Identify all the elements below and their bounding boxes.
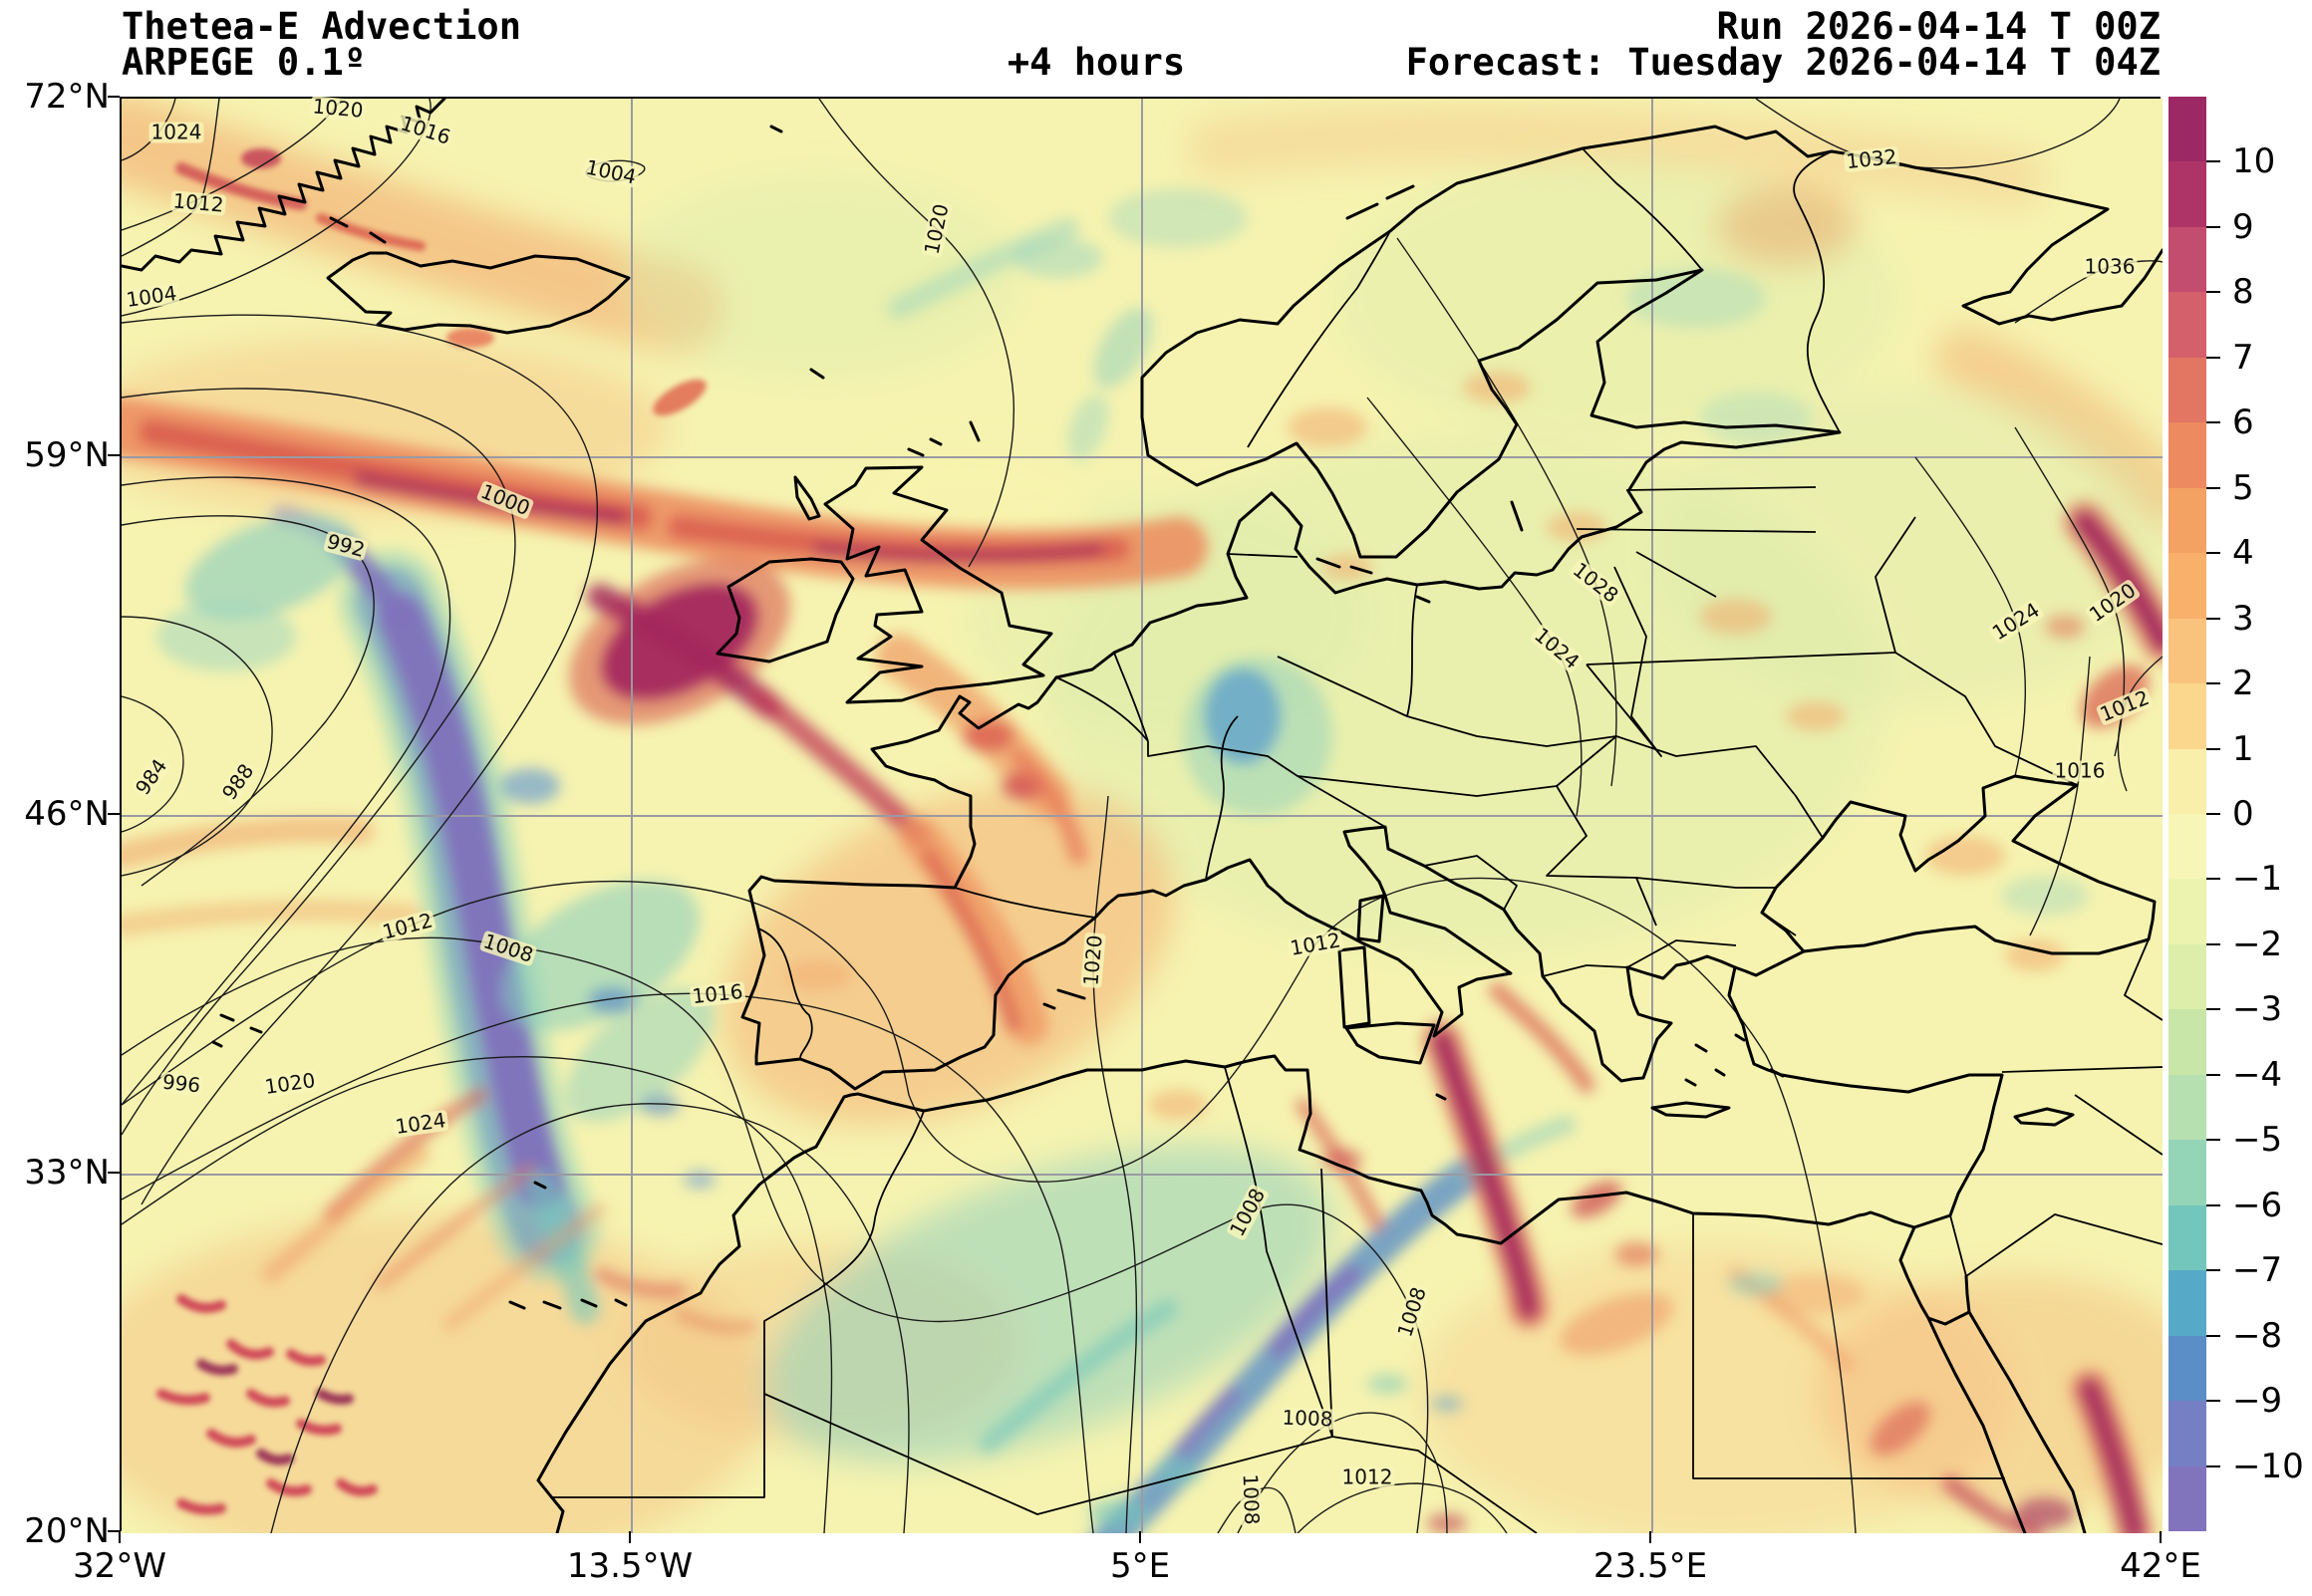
- lon-tick-mark: [119, 1531, 121, 1543]
- colorbar-tick-label: −9: [2232, 1381, 2283, 1422]
- colorbar-segment: [2168, 1465, 2206, 1531]
- colorbar-tick-label: −1: [2232, 859, 2283, 900]
- colorbar-tick-label: −4: [2232, 1054, 2283, 1095]
- colorbar-segment: [2168, 553, 2206, 619]
- colorbar-tick-label: 4: [2232, 533, 2254, 574]
- colorbar-tick-label: −6: [2232, 1185, 2283, 1225]
- chart-title: Thetea-E Advection: [122, 5, 521, 48]
- lon-tick-mark: [1139, 1531, 1141, 1543]
- colorbar-tick-mark: [2206, 291, 2220, 294]
- colorbar-gradient: [2168, 97, 2206, 1531]
- colorbar-segment: [2168, 1009, 2206, 1075]
- colorbar-segment: [2168, 422, 2206, 488]
- colorbar-tick-mark: [2206, 1334, 2220, 1337]
- colorbar-segment: [2168, 97, 2206, 162]
- colorbar-tick-mark: [2206, 421, 2220, 424]
- lat-tick-mark: [108, 454, 120, 456]
- lon-tick-mark: [629, 1531, 631, 1543]
- colorbar-tick-mark: [2206, 160, 2220, 163]
- colorbar-tick-label: −3: [2232, 989, 2283, 1030]
- colorbar-segment: [2168, 161, 2206, 227]
- colorbar-segment: [2168, 1401, 2206, 1466]
- colorbar-tick-label: 3: [2232, 598, 2254, 639]
- colorbar-tick-label: −5: [2232, 1120, 2283, 1161]
- forecast-label: Forecast: Tuesday 2026-04-14 T 04Z: [1405, 41, 2161, 84]
- lon-tick-label: 5°E: [1109, 1546, 1171, 1586]
- colorbar-segment: [2168, 487, 2206, 554]
- lon-tick-mark: [1649, 1531, 1651, 1543]
- lead-time-label: +4 hours: [1007, 41, 1186, 84]
- colorbar-tick-mark: [2206, 942, 2220, 945]
- field-fine-detail: [156, 148, 707, 1515]
- colorbar-segment: [2168, 1074, 2206, 1141]
- colorbar-tick-mark: [2206, 1008, 2220, 1011]
- colorbar-segment: [2168, 813, 2206, 880]
- lat-tick-mark: [108, 1530, 120, 1532]
- colorbar-tick-mark: [2206, 1073, 2220, 1076]
- colorbar-tick-mark: [2206, 1203, 2220, 1206]
- colorbar-tick-mark: [2206, 682, 2220, 685]
- colorbar-tick-mark: [2206, 1269, 2220, 1272]
- colorbar-tick-label: 0: [2232, 794, 2254, 834]
- lat-tick-label: 59°N: [24, 435, 110, 475]
- lat-tick-label: 46°N: [24, 794, 110, 834]
- colorbar-segment: [2168, 683, 2206, 749]
- colorbar-tick-label: 1: [2232, 728, 2254, 769]
- colorbar-tick-mark: [2206, 552, 2220, 555]
- colorbar-tick-label: 9: [2232, 206, 2254, 247]
- map-plot-area: 1024 1020 1016 1012 1004 1004 1020 1000 992 984 98…: [120, 94, 2163, 1533]
- colorbar-tick-label: 5: [2232, 467, 2254, 508]
- colorbar-tick-label: −8: [2232, 1315, 2283, 1356]
- lon-tick-label: 23.5°E: [1592, 1546, 1708, 1586]
- colorbar-tick-mark: [2206, 747, 2220, 750]
- colorbar-tick-mark: [2206, 617, 2220, 620]
- colorbar-tick-mark: [2206, 486, 2220, 489]
- colorbar-segment: [2168, 618, 2206, 684]
- colorbar-tick-label: 6: [2232, 402, 2254, 443]
- weather-map: [122, 99, 2163, 1533]
- colorbar-tick-mark: [2206, 1139, 2220, 1142]
- lon-tick-mark: [2160, 1531, 2162, 1543]
- colorbar-tick-label: 2: [2232, 664, 2254, 704]
- colorbar-tick-label: 10: [2232, 141, 2276, 182]
- colorbar-segment: [2168, 226, 2206, 293]
- lat-tick-mark: [108, 813, 120, 815]
- colorbar-segment: [2168, 1335, 2206, 1402]
- colorbar-segment: [2168, 943, 2206, 1010]
- colorbar-tick-mark: [2206, 813, 2220, 815]
- colorbar-tick-mark: [2206, 1400, 2220, 1403]
- lat-tick-mark: [108, 1172, 120, 1174]
- border-layer: [550, 147, 2163, 1533]
- lat-tick-label: 20°N: [24, 1511, 110, 1551]
- lon-tick-label: 32°W: [73, 1546, 166, 1586]
- colorbar: 10 9 8 7 6 5 4 3 2 1 0 −1 −2 −3 −4 −5 −6 −7 −8 −9 −10: [2168, 97, 2304, 1531]
- colorbar-tick-mark: [2206, 356, 2220, 359]
- colorbar-tick-label: 7: [2232, 337, 2254, 378]
- colorbar-tick-label: −7: [2232, 1250, 2283, 1291]
- colorbar-tick-label: −10: [2232, 1446, 2304, 1486]
- lat-tick-label: 33°N: [24, 1153, 110, 1193]
- colorbar-tick-mark: [2206, 225, 2220, 228]
- grid-layer: [122, 99, 2163, 1533]
- model-label: ARPEGE 0.1º: [122, 41, 367, 84]
- colorbar-segment: [2168, 1270, 2206, 1336]
- lat-tick-mark: [108, 96, 120, 98]
- colorbar-segment: [2168, 292, 2206, 358]
- lon-tick-label: 42°E: [2120, 1546, 2201, 1586]
- colorbar-tick-label: 8: [2232, 272, 2254, 313]
- colorbar-segment: [2168, 357, 2206, 423]
- colorbar-segment: [2168, 1140, 2206, 1205]
- colorbar-tick-mark: [2206, 878, 2220, 881]
- colorbar-segment: [2168, 748, 2206, 814]
- colorbar-tick-label: −2: [2232, 924, 2283, 964]
- run-label: Run 2026-04-14 T 00Z: [1716, 5, 2161, 48]
- colorbar-segment: [2168, 879, 2206, 944]
- lon-tick-label: 13.5°W: [566, 1546, 694, 1586]
- lat-tick-label: 72°N: [24, 77, 110, 117]
- colorbar-segment: [2168, 1204, 2206, 1271]
- colorbar-tick-mark: [2206, 1464, 2220, 1467]
